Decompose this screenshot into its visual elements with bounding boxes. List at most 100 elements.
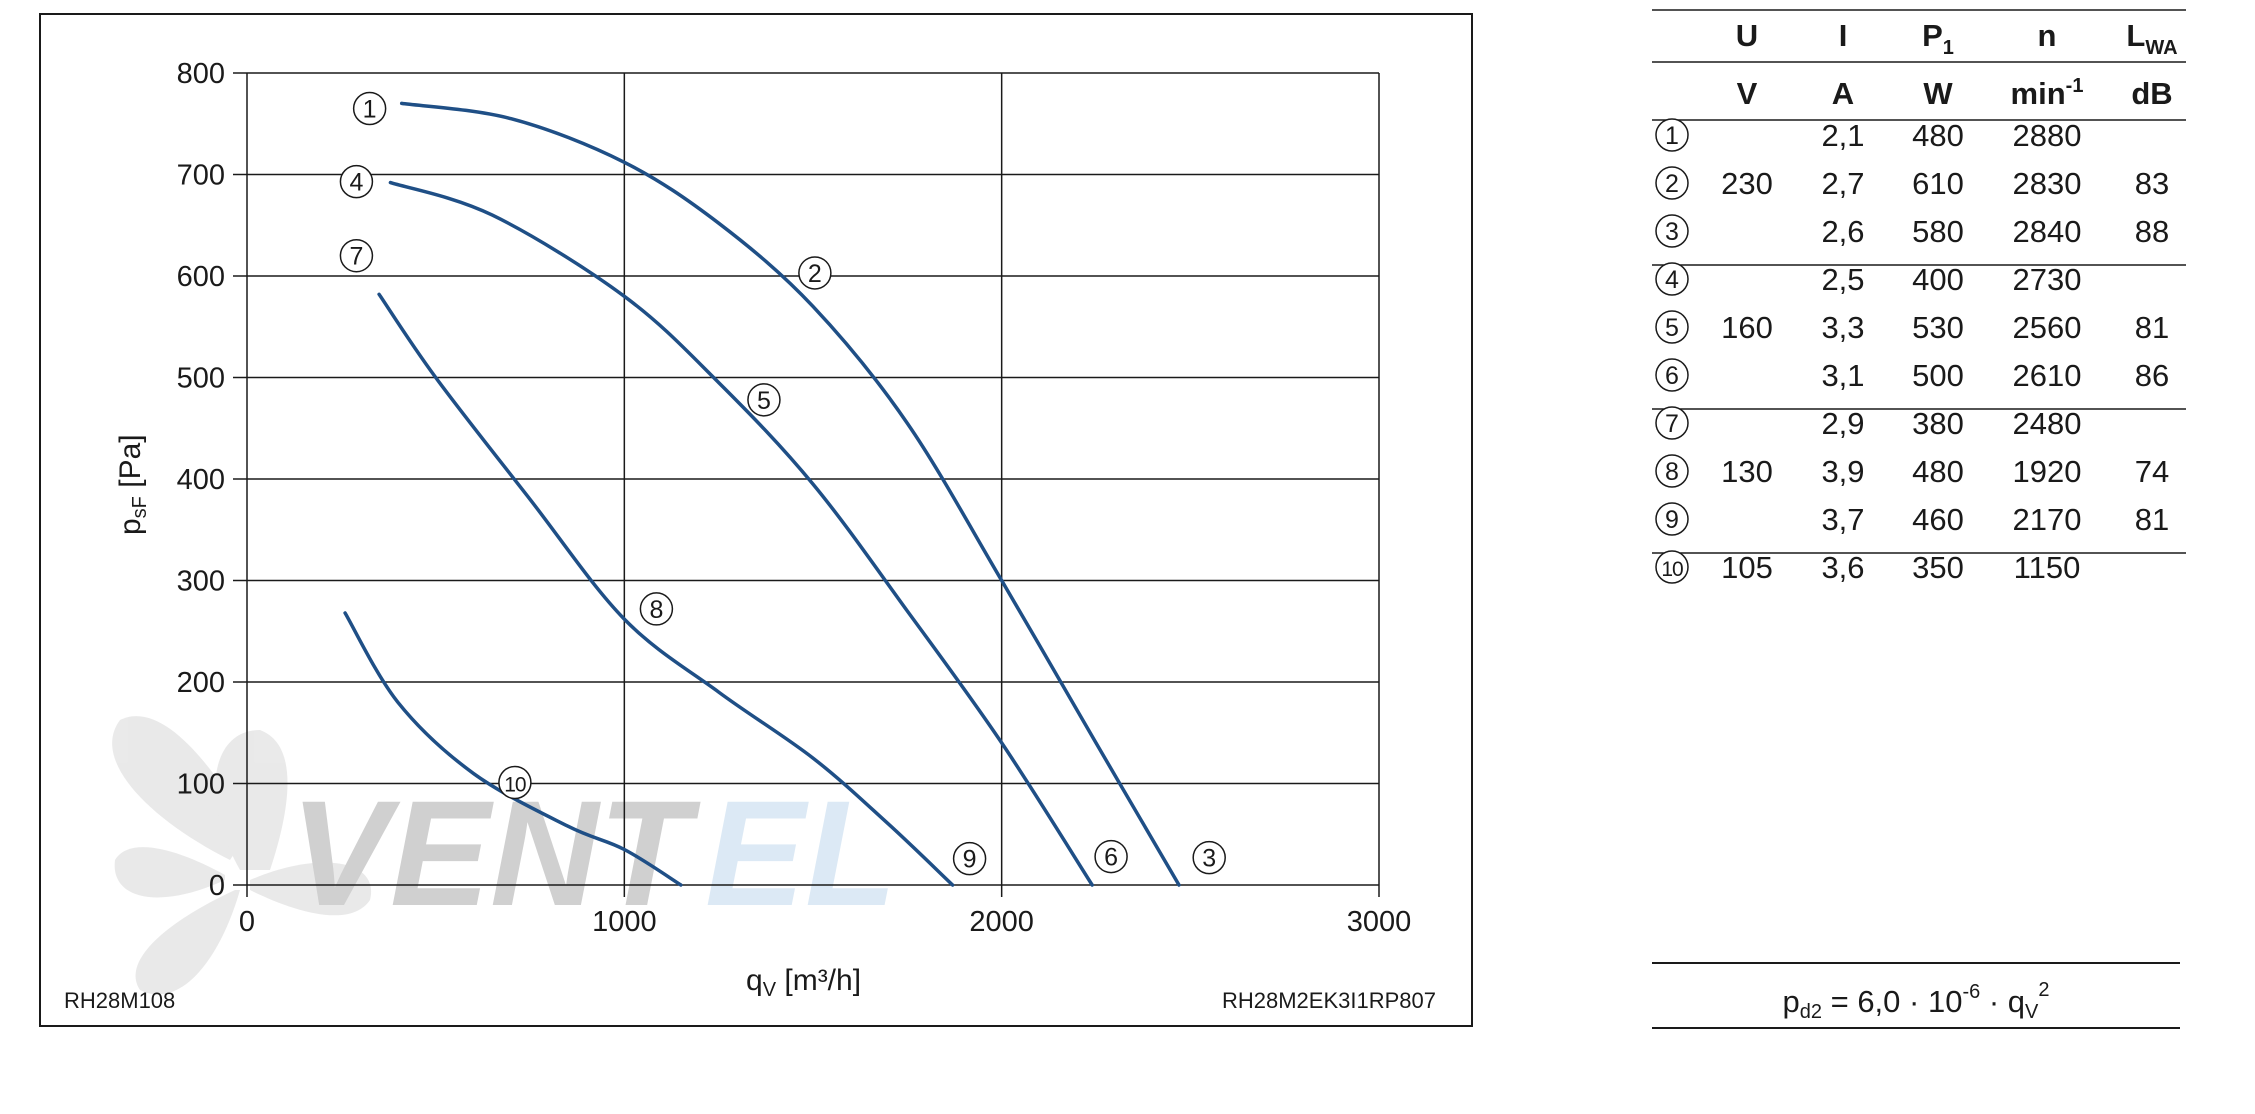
curve-label-circle: [352, 91, 387, 126]
table-cell-P: 610: [1912, 166, 1964, 201]
curve-label-text: 3: [1202, 845, 1216, 873]
row-number: 5: [1665, 314, 1679, 342]
table-header-cell: I: [1839, 18, 1848, 53]
x-axis-title: qV [m³/h]: [746, 964, 861, 1001]
curve-label-5: 5: [747, 383, 781, 417]
curve-label-text: 4: [349, 169, 363, 197]
curve-label-text: 6: [1104, 844, 1118, 872]
table-cell-n: 2840: [2013, 214, 2082, 249]
row-number-circle: [1655, 214, 1689, 248]
table-cell-L: 81: [2135, 310, 2169, 345]
y-tick-label: 700: [177, 160, 225, 192]
table-header-cell: U: [1736, 18, 1758, 53]
curve-label-text: 10: [504, 773, 526, 796]
curve-labels: 1 4 7 2 5 8 10 9 6 3: [339, 91, 1226, 876]
curve-label-circle: [1192, 840, 1226, 875]
table-cell-U: 230: [1721, 166, 1773, 201]
table-cell-n: 2480: [2013, 406, 2082, 441]
curve-3: [377, 292, 955, 887]
table-cell-U: 105: [1721, 550, 1773, 585]
table-cell-P: 500: [1912, 358, 1964, 393]
table-cell-I: 2,6: [1821, 214, 1864, 249]
curve-label-circle: [1094, 839, 1128, 874]
curve-label-1: 1: [352, 91, 387, 126]
table-cell-L: 74: [2135, 454, 2169, 489]
table-unit-cell: V: [1737, 76, 1758, 111]
watermark-fan-icon: [112, 716, 372, 995]
row-number: 8: [1665, 458, 1679, 486]
curve-label-circle: [339, 238, 374, 273]
curve-4: [343, 611, 683, 887]
table-cell-n: 2830: [2013, 166, 2082, 201]
watermark-text-light: EL: [705, 769, 897, 937]
table-cell-n: 1150: [2014, 550, 2081, 585]
curve-label-8: 8: [639, 592, 674, 626]
row-number: 9: [1665, 506, 1679, 534]
table-row: 7 2,9 380 2480: [1655, 406, 2082, 441]
table-cell-n: 2560: [2013, 310, 2082, 345]
y-tick-label: 500: [177, 363, 225, 395]
table-cell-n: 2730: [2013, 262, 2082, 297]
table-header-cell: n: [2038, 18, 2057, 53]
row-number-circle: [1655, 310, 1689, 344]
curve-label-3: 3: [1192, 840, 1226, 875]
axes: 0 100 200 300 400 500 600 700 800 0 1000 2000 3000: [177, 58, 1412, 938]
curve-label-circle: [339, 164, 374, 199]
curve-label-text: 1: [363, 96, 377, 124]
table-row: 10 105 3,6 350 1150: [1655, 550, 2081, 585]
curve-label-circle: [639, 592, 674, 626]
curve-label-10: 10: [498, 765, 532, 800]
table-cell-P: 380: [1912, 406, 1964, 441]
table-row: 6 3,1 500 2610 86: [1655, 358, 2169, 393]
table-unit-cell: A: [1832, 76, 1854, 111]
curve-label-circle: [798, 256, 832, 290]
curves: [343, 101, 1181, 887]
table-cell-n: 2880: [2013, 118, 2082, 153]
table-row: 5 160 3,3 530 2560 81: [1655, 310, 2169, 345]
table-cell-I: 2,1: [1821, 118, 1864, 153]
y-tick-label: 400: [177, 464, 225, 496]
footer-left-code: RH28M108: [64, 988, 175, 1013]
table-row: 8 130 3,9 480 1920 74: [1655, 454, 2169, 489]
table-unit-cell: min-1: [2011, 75, 2084, 111]
row-number-circle: [1655, 502, 1689, 536]
row-number: 1: [1665, 122, 1679, 150]
row-number-circle: [1655, 358, 1689, 392]
table-row: 9 3,7 460 2170 81: [1655, 502, 2169, 537]
table-cell-P: 480: [1912, 118, 1964, 153]
table-row: 3 2,6 580 2840 88: [1655, 214, 2169, 249]
watermark: VENT EL: [112, 716, 897, 995]
table-cell-P: 480: [1912, 454, 1964, 489]
curve-2: [388, 180, 1094, 887]
row-number: 4: [1665, 266, 1679, 294]
curve-label-circle: [747, 383, 781, 417]
x-tick-label: 3000: [1347, 906, 1412, 938]
table-cell-I: 2,5: [1821, 262, 1864, 297]
table-row: 1 2,1 480 2880: [1655, 118, 2082, 153]
table-cell-L: 81: [2135, 502, 2169, 537]
table-header-cell: LWA: [2126, 18, 2177, 59]
curve-label-circle: [498, 765, 532, 800]
y-tick-label: 300: [177, 566, 225, 598]
y-tick-label: 100: [177, 769, 225, 801]
row-number-circle: [1655, 166, 1689, 200]
table-cell-P: 530: [1912, 310, 1964, 345]
row-number: 10: [1661, 558, 1683, 581]
row-number: 6: [1665, 362, 1679, 390]
x-tick-label: 2000: [969, 906, 1034, 938]
curve-label-text: 8: [649, 596, 663, 624]
table-cell-L: 83: [2135, 166, 2169, 201]
row-number: 2: [1665, 170, 1679, 198]
curve-1: [399, 101, 1181, 887]
table-cell-I: 3,3: [1821, 310, 1864, 345]
table-cell-U: 130: [1721, 454, 1773, 489]
table-cell-I: 2,9: [1821, 406, 1864, 441]
curve-label-4: 4: [339, 164, 374, 199]
table-row: 2 230 2,7 610 2830 83: [1655, 166, 2169, 201]
row-number: 3: [1665, 218, 1679, 246]
chart-frame: [39, 13, 1473, 1027]
table-cell-n: 2610: [2013, 358, 2082, 393]
curve-label-2: 2: [798, 256, 832, 290]
table-cell-P: 460: [1912, 502, 1964, 537]
curve-label-text: 7: [349, 243, 363, 271]
